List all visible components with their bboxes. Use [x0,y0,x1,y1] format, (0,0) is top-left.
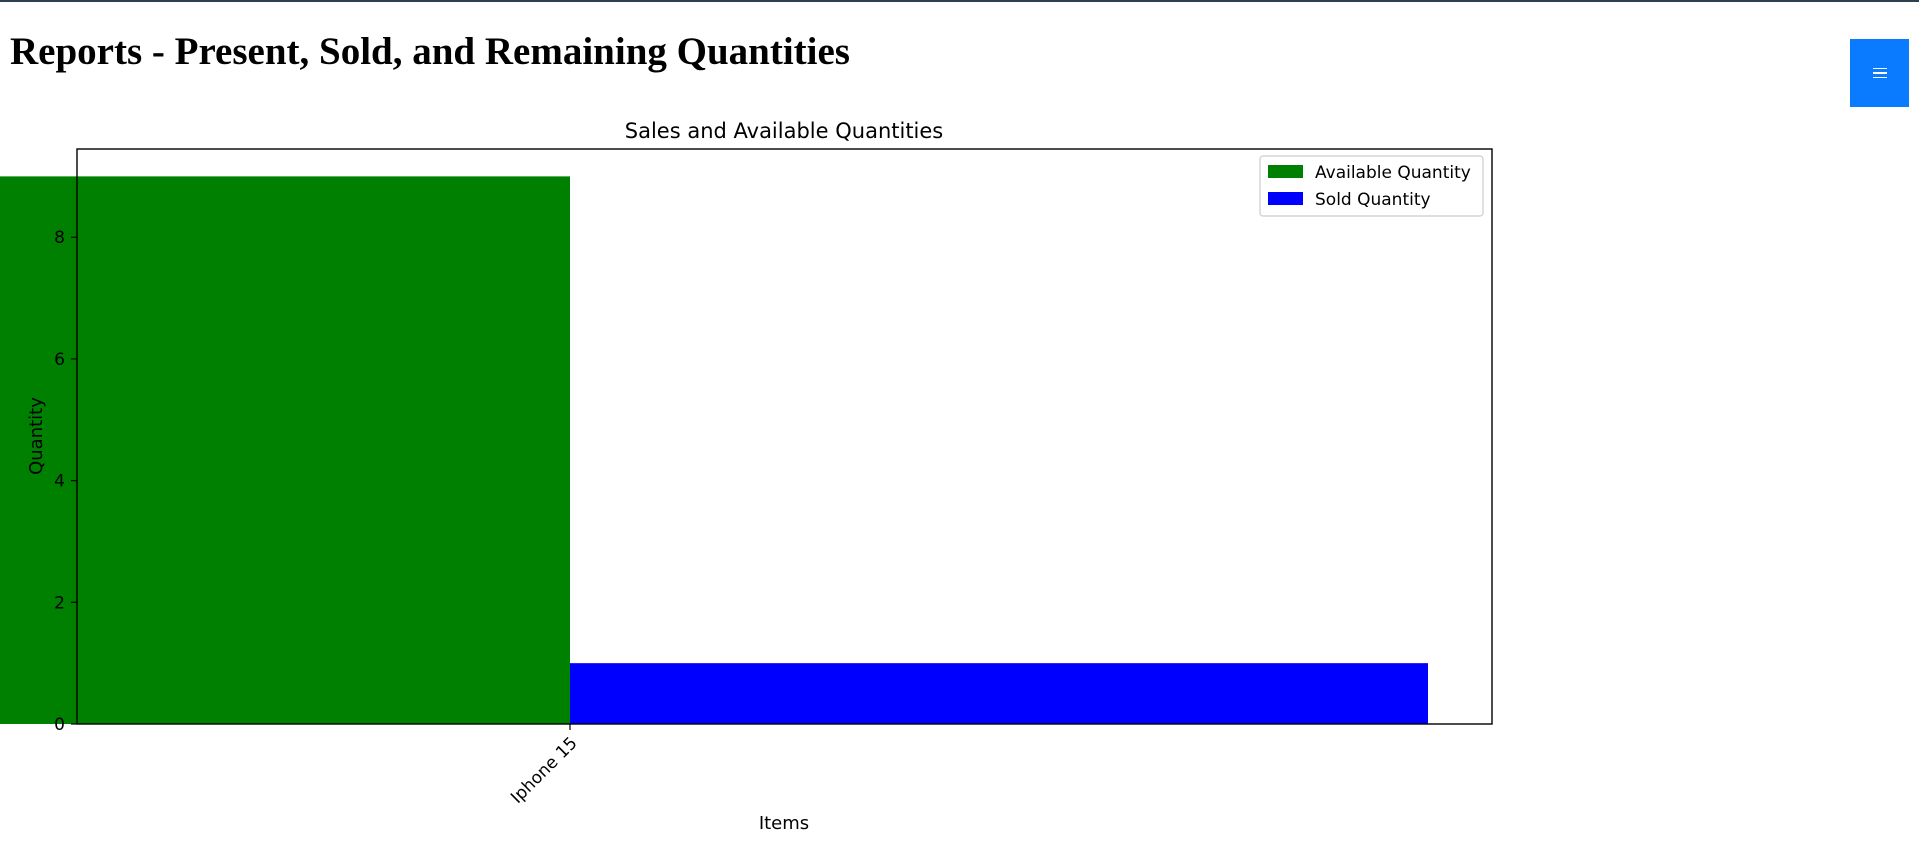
chart-title: Sales and Available Quantities [625,119,944,143]
chart-legend: Available Quantity Sold Quantity [1259,155,1484,217]
x-axis-label: Items [759,813,809,834]
bars-layer [0,176,1428,724]
chart-image: Sales and Available Quantities 0 2 4 6 8 Iph… [0,100,1530,860]
bar-available-quantity-0 [0,176,570,724]
legend-swatch-available [1268,165,1303,178]
bar-chart: Sales and Available Quantities 0 2 4 6 8 Iph… [0,119,1493,834]
y-axis-label: Quantity [26,397,47,475]
plot-frame [76,148,1493,725]
page-title: Reports - Present, Sold, and Remaining Q… [10,30,850,73]
x-tick-label: Iphone 15 [507,733,581,807]
legend-swatch-sold [1268,192,1303,205]
top-border [0,0,1919,2]
y-tick-label: 2 [54,593,65,613]
y-axis-ticks: 0 2 4 6 8 [54,228,77,735]
y-tick-label: 8 [54,228,65,248]
y-tick-label: 6 [54,350,65,370]
bar-sold-quantity-0 [570,663,1428,724]
menu-button[interactable] [1850,39,1909,107]
hamburger-icon [1872,67,1887,79]
y-tick-label: 0 [54,715,65,735]
legend-label-sold: Sold Quantity [1315,190,1431,210]
x-axis-ticks: Iphone 15 [507,724,582,808]
y-tick-label: 4 [54,472,65,492]
legend-box [1259,155,1484,217]
legend-label-available: Available Quantity [1315,163,1471,183]
